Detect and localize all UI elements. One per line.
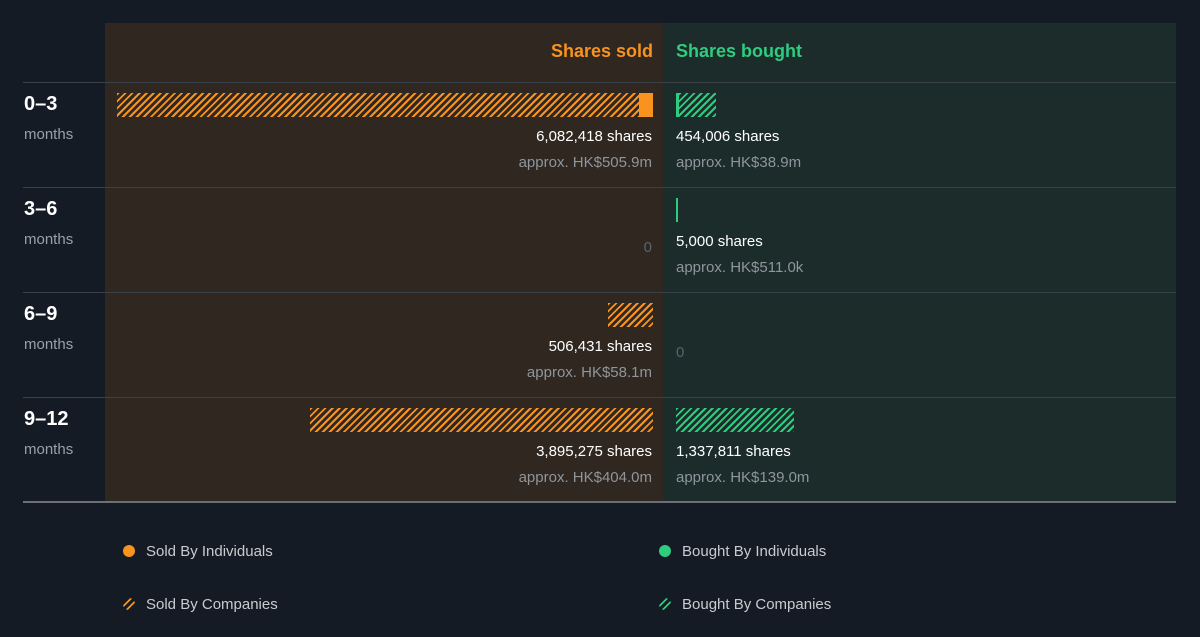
- bought-value-text: approx. HK$139.0m: [676, 469, 810, 486]
- sold-shares-text: 506,431 shares: [548, 338, 652, 355]
- period-label: 6–9: [24, 303, 58, 325]
- period-label: 0–3: [24, 93, 58, 115]
- row-divider: [23, 397, 1176, 398]
- sold-shares-text: 6,082,418 shares: [536, 128, 652, 145]
- row-divider: [23, 82, 1176, 83]
- shares-sold-header: Shares sold: [550, 41, 653, 61]
- sold-companies-bar: [310, 408, 653, 432]
- sold-shares-text: 3,895,275 shares: [536, 443, 652, 460]
- period-sublabel: months: [24, 336, 74, 353]
- legend-bought-companies: Bought By Companies: [682, 596, 832, 613]
- sold-individuals-bar: [639, 93, 653, 117]
- period-sublabel: months: [24, 441, 74, 458]
- bought-companies-bar: [679, 93, 716, 117]
- period-sublabel: months: [24, 126, 74, 143]
- legend-sold-companies: Sold By Companies: [146, 596, 278, 613]
- sold-individuals-legend-dot: [123, 545, 135, 557]
- shares-bought-header: Shares bought: [676, 41, 803, 61]
- legend-bought-individuals: Bought By Individuals: [682, 543, 827, 560]
- bought-shares-text: 1,337,811 shares: [676, 443, 791, 460]
- sold-companies-legend-dot: [123, 598, 135, 610]
- bought-shares-text: 454,006 shares: [676, 128, 780, 145]
- sold-value-text: approx. HK$58.1m: [526, 364, 652, 381]
- row-divider: [23, 292, 1176, 293]
- bought-zero-text: 0: [676, 344, 685, 361]
- sold-companies-bar: [117, 93, 639, 117]
- row-divider: [23, 187, 1176, 188]
- bought-value-text: approx. HK$511.0k: [676, 259, 804, 276]
- bought-companies-bar: [676, 408, 794, 432]
- sold-value-text: approx. HK$404.0m: [518, 469, 652, 486]
- bought-companies-legend-dot: [659, 598, 671, 610]
- period-label: 3–6: [24, 198, 58, 220]
- bought-individuals-bar: [676, 93, 679, 117]
- period-sublabel: months: [24, 231, 74, 248]
- sold-zero-text: 0: [643, 239, 652, 256]
- period-label: 9–12: [24, 408, 69, 430]
- chart-baseline: [23, 501, 1176, 503]
- bought-shares-text: 5,000 shares: [676, 233, 763, 250]
- bought-value-text: approx. HK$38.9m: [676, 154, 802, 171]
- legend-sold-individuals: Sold By Individuals: [146, 543, 273, 560]
- bought-individuals-legend-dot: [659, 545, 671, 557]
- sold-companies-bar: [608, 303, 653, 327]
- bought-individuals-bar: [676, 198, 678, 222]
- sold-value-text: approx. HK$505.9m: [518, 154, 652, 171]
